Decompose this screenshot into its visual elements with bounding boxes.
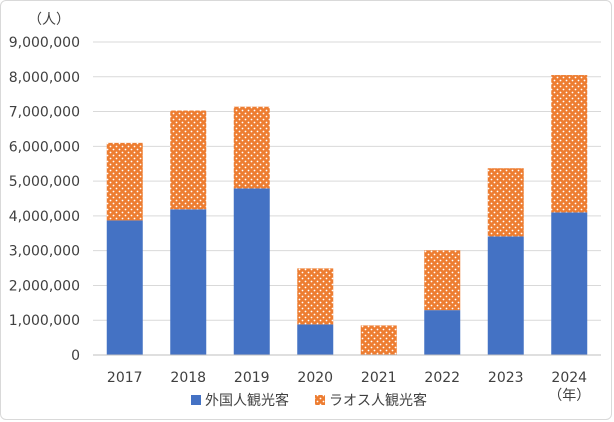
bar-segment-lao — [106, 142, 143, 221]
x-tick-label: 2017 — [107, 370, 143, 386]
bar-segment-foreign — [233, 188, 270, 355]
x-tick-label: 2018 — [170, 370, 206, 386]
y-tick-label: 4,000,000 — [9, 209, 80, 225]
x-axis-unit-label: （年） — [548, 388, 590, 404]
x-tick-label: 2019 — [234, 370, 270, 386]
y-axis-unit-label: （人） — [28, 12, 70, 28]
y-tick-label: 8,000,000 — [9, 70, 80, 86]
y-tick-label: 3,000,000 — [9, 244, 80, 260]
bar-segment-foreign — [106, 220, 143, 355]
bar-segment-lao — [487, 168, 524, 237]
bar-segment-lao — [424, 250, 461, 311]
bar-segment-foreign — [297, 324, 334, 355]
x-tick-label: 2024 — [551, 370, 587, 386]
y-axis-tick-labels: 0 1,000,000 2,000,000 3,000,000 4,000,000 5,0… — [9, 35, 80, 364]
y-tick-label: 9,000,000 — [9, 35, 80, 51]
legend-swatch-lao — [315, 395, 325, 405]
x-tick-label: 2023 — [488, 370, 524, 386]
x-axis-tick-labels: 2017 2018 2019 2020 2021 2022 2023 2024 — [107, 370, 587, 386]
x-tick-label: 2021 — [361, 370, 397, 386]
bar-segment-lao — [297, 268, 334, 325]
legend: 外国人観光客 ラオス人観光客 — [191, 392, 427, 409]
x-tick-label: 2022 — [424, 370, 460, 386]
bar-segment-lao — [233, 106, 270, 189]
bar-segment-lao — [360, 325, 397, 355]
legend-label-lao: ラオス人観光客 — [329, 392, 427, 409]
bar-segment-foreign — [551, 212, 588, 355]
y-tick-label: 6,000,000 — [9, 139, 80, 155]
bar-segment-lao — [551, 75, 588, 213]
y-tick-label: 1,000,000 — [9, 313, 80, 329]
gridlines — [93, 41, 601, 321]
legend-swatch-foreign — [191, 395, 201, 405]
bar-segment-lao — [170, 110, 207, 210]
bar-segment-foreign — [424, 310, 461, 355]
y-tick-label: 2,000,000 — [9, 278, 80, 294]
y-tick-label: 0 — [71, 348, 80, 364]
legend-label-foreign: 外国人観光客 — [205, 392, 289, 409]
x-tick-label: 2020 — [297, 370, 333, 386]
bar-segment-foreign — [170, 209, 207, 355]
y-tick-label: 7,000,000 — [9, 105, 80, 121]
bars — [106, 75, 588, 355]
y-tick-label: 5,000,000 — [9, 174, 80, 190]
bar-segment-foreign — [487, 236, 524, 355]
